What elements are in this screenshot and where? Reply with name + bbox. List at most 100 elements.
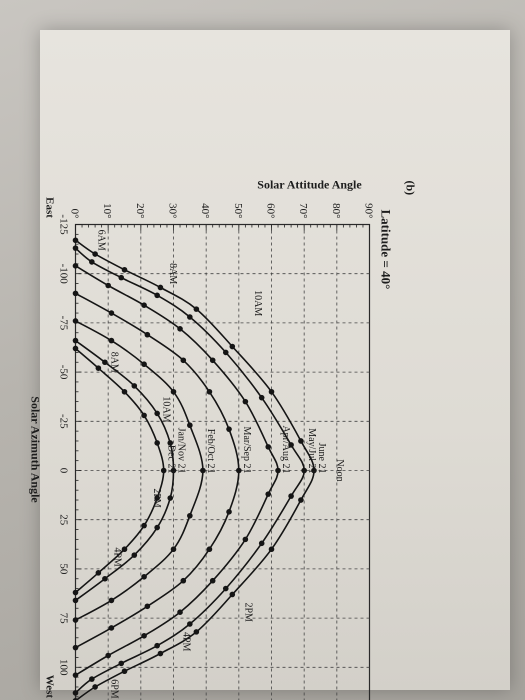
hour-point (105, 652, 111, 659)
hour-point (298, 438, 304, 444)
x-tick-label: -75 (58, 316, 70, 331)
hour-point (105, 282, 111, 289)
hour-label: 8AM (167, 263, 178, 284)
hour-point (121, 266, 128, 273)
hour-point (222, 349, 229, 356)
axis-ticks: -125-100-75-50-2502550751001250°10°20°30… (58, 203, 375, 698)
hour-point (154, 410, 160, 417)
hour-point (177, 609, 183, 615)
hour-point (131, 552, 138, 558)
hour-point (268, 546, 275, 553)
hour-point (187, 621, 193, 627)
hour-point (121, 668, 128, 675)
hour-point (72, 589, 79, 596)
hour-point (170, 467, 177, 474)
hour-point (177, 326, 183, 332)
y-tick-label: 50° (232, 203, 244, 218)
series-label: Mar/Sep 21 (241, 427, 252, 474)
hour-point (226, 426, 232, 432)
hour-point (72, 345, 79, 352)
series-label: Feb/Oct 21 (205, 429, 216, 474)
hour-point (141, 522, 147, 529)
hour-point (72, 337, 79, 344)
hour-label: 2PM (151, 488, 162, 508)
x-tick-label: -50 (58, 365, 70, 380)
hour-point (95, 570, 102, 576)
hour-point (187, 512, 193, 519)
hour-point (154, 524, 160, 531)
hour-point (157, 284, 164, 291)
y-tick-label: 90° (363, 203, 375, 218)
hour-points (72, 237, 317, 700)
hour-point (95, 365, 102, 371)
series-label: June 21 (316, 443, 327, 474)
hour-point (72, 644, 79, 651)
hour-point (170, 388, 177, 395)
y-tick-label: 70° (297, 203, 309, 218)
hour-point (72, 617, 79, 623)
hour-point (118, 274, 125, 281)
hour-point (200, 467, 206, 474)
hour-point (206, 388, 213, 395)
hour-point (265, 444, 272, 450)
hour-point (242, 536, 249, 543)
hour-point (229, 343, 236, 350)
hour-point (170, 546, 177, 553)
grid (75, 224, 370, 700)
y-tick-label: 20° (134, 203, 146, 218)
y-tick-label: 10° (101, 203, 113, 218)
hour-point (144, 603, 151, 610)
x-tick-label: 75 (58, 613, 70, 625)
hour-point (144, 331, 151, 338)
x-axis-label: Solar Azimuth Angle (29, 396, 43, 503)
x-tick-label: -25 (58, 414, 70, 429)
hour-point (206, 546, 213, 553)
x-tick-label: 25 (58, 514, 70, 526)
hour-point (121, 388, 128, 395)
hour-point (108, 597, 115, 604)
hour-point (108, 310, 115, 316)
hour-point (222, 585, 229, 592)
hour-point (108, 625, 115, 631)
y-tick-label: 80° (330, 203, 342, 218)
hour-point (288, 442, 294, 448)
hour-point (92, 251, 98, 257)
hour-point (301, 467, 307, 474)
hour-point (141, 302, 147, 308)
hour-point (141, 633, 147, 639)
hour-point (72, 672, 79, 678)
hour-point (72, 237, 79, 244)
x-tick-label: 50 (58, 563, 70, 575)
hour-point (298, 497, 304, 503)
hour-point (141, 361, 147, 368)
series-label: Apr/Aug 21 (280, 425, 291, 473)
hour-point (187, 314, 193, 320)
hour-point (154, 440, 160, 446)
hour-point (72, 245, 79, 251)
x-side-label-east: East (44, 197, 56, 218)
hour-point (141, 573, 147, 580)
hour-point (167, 440, 174, 446)
hour-point (72, 697, 79, 700)
hour-point (108, 337, 115, 344)
hour-label: 4PM (112, 547, 123, 567)
hour-point (268, 388, 275, 395)
y-axis-label: Solar Attitude Angle (257, 178, 362, 192)
y-tick-label: 60° (265, 203, 277, 218)
x-side-label-west: West (44, 675, 56, 699)
hour-label: 4PM (180, 632, 191, 652)
hour-point (72, 597, 79, 604)
y-tick-label: 30° (167, 203, 179, 218)
hour-point (141, 412, 147, 419)
panel-label: (b) (404, 181, 418, 196)
chart-title: Latitude = 40° (379, 210, 394, 290)
hour-point (229, 591, 236, 598)
series-label: Jan/Nov 21 (176, 428, 187, 474)
hour-point (209, 357, 216, 364)
x-tick-label: -125 (58, 214, 70, 235)
hour-point (118, 660, 125, 667)
hour-point (131, 383, 138, 389)
hour-label: 8AM (108, 352, 119, 373)
